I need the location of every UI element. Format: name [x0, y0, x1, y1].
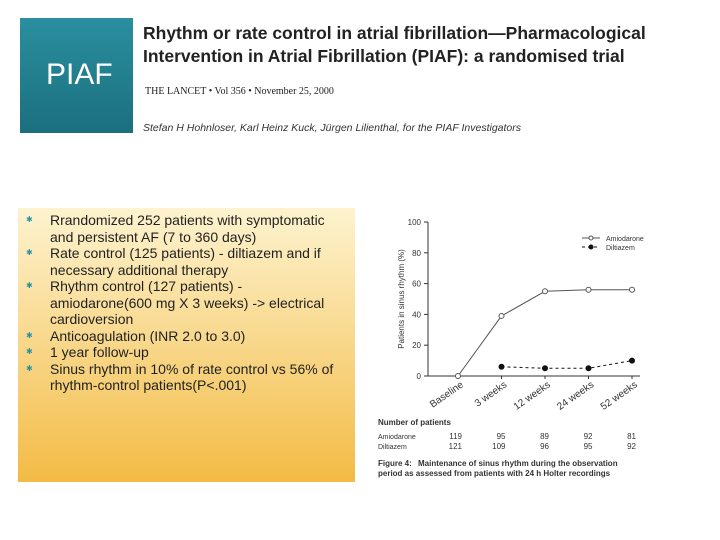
journal: THE LANCET • Vol 356 • November 25, 2000 [145, 86, 334, 97]
data-point [585, 365, 592, 372]
y-tick-label: 60 [412, 280, 421, 289]
data-point [542, 365, 548, 372]
table-cell: 89 [540, 432, 549, 441]
table-cell: 92 [627, 442, 636, 451]
bullet-box: Rrandomized 252 patients with symptomati… [18, 208, 355, 482]
y-tick-label: 20 [412, 341, 421, 350]
table-cell: 95 [584, 442, 593, 451]
data-point [455, 373, 461, 379]
table-cell: 119 [449, 432, 462, 441]
bullet: Sinus rhythm in 10% of rate control vs 5… [26, 361, 347, 394]
legend-marker [588, 235, 594, 241]
table-cell: 81 [627, 432, 636, 441]
data-point [498, 312, 505, 319]
x-tick-label: 24 weeks [555, 379, 596, 412]
bullet: Rate control (125 patients) - diltiazem … [26, 245, 347, 278]
bullet: Anticoagulation (INR 2.0 to 3.0) [26, 328, 347, 345]
header-band [20, 18, 133, 133]
table-title: Number of patients [378, 418, 451, 427]
bullet: Rrandomized 252 patients with symptomati… [26, 212, 347, 245]
data-point [629, 357, 635, 364]
figure-caption: Figure 4: [378, 459, 412, 468]
x-tick-label: Baseline [428, 379, 466, 410]
x-tick-label: 3 weeks [473, 379, 509, 409]
article-title: Rhythm or rate control in atrial fibrill… [143, 23, 646, 66]
x-tick-label: 52 weeks [599, 379, 640, 412]
caption-label: Figure 4: [378, 459, 412, 468]
table-row-label: Diltiazem [378, 444, 407, 451]
table-cell: 92 [584, 432, 593, 441]
bullet: Rhythm control (127 patients) - amiodaro… [26, 278, 347, 328]
slide-label: PIAF [46, 58, 113, 91]
authors: Stefan H Hohnloser, Karl Heinz Kuck, Jür… [143, 122, 521, 134]
data-point [498, 363, 505, 370]
y-axis-label: Patients in sinus rhythm (%) [397, 249, 406, 349]
series-line [457, 289, 632, 377]
table-cell: 109 [492, 442, 506, 451]
data-point [542, 288, 548, 295]
table-cell: 96 [540, 442, 549, 451]
y-tick-label: 40 [412, 310, 421, 319]
data-point [585, 286, 592, 293]
legend-marker [588, 244, 594, 250]
x-tick-label: 12 weeks [512, 379, 553, 412]
table-cell: 121 [449, 442, 463, 451]
series-line [501, 360, 633, 369]
table-cell: 95 [497, 432, 506, 441]
figure-caption-text: Maintenance of sinus rhythm during the o… [378, 459, 618, 478]
y-tick-label: 80 [412, 249, 421, 258]
table-row-label: Amiodarone [378, 434, 416, 441]
legend-label: Amiodarone [606, 236, 644, 243]
legend-label: Diltiazem [606, 245, 635, 252]
y-tick-label: 0 [417, 372, 422, 381]
data-point [629, 286, 635, 293]
bullet-list: Rrandomized 252 patients with symptomati… [18, 212, 355, 394]
bullet: 1 year follow-up [26, 344, 347, 361]
y-tick-label: 100 [408, 218, 422, 227]
